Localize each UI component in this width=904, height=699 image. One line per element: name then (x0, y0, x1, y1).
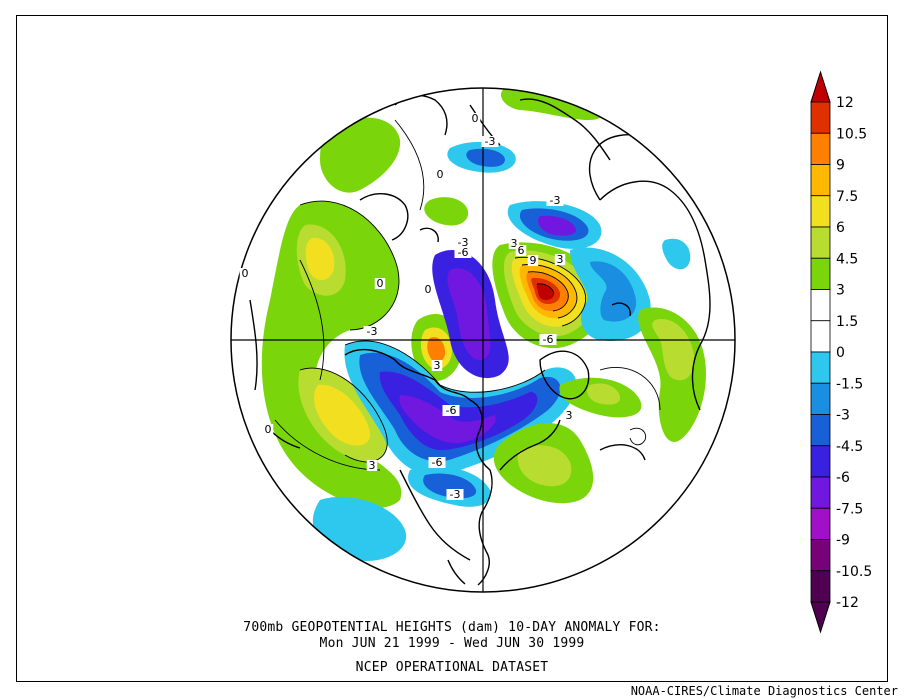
colorbar-swatch (810, 382, 831, 415)
map-title-line1: 700mb GEOPOTENTIAL HEIGHTS (dam) 10-DAY … (243, 620, 661, 635)
contour-label-bg (515, 245, 527, 256)
credit-text: NOAA-CIRES/Climate Diagnostics Center (630, 684, 898, 698)
contour-label: -6 (543, 333, 554, 346)
colorbar-swatch (810, 320, 831, 353)
contour-label: -3 (367, 325, 378, 338)
contour-label: 9 (530, 254, 537, 267)
colorbar-swatch (810, 507, 831, 540)
contour-label-bg (363, 326, 381, 337)
colorbar-label: 7.5 (836, 189, 858, 205)
colorbar-label: 6 (836, 220, 845, 236)
contour-label: 3 (369, 459, 376, 472)
colorbar-swatch (810, 132, 831, 165)
contour-label-bg (454, 237, 472, 248)
plot-frame (16, 15, 888, 682)
contour-label-bg (454, 247, 472, 258)
colorbar-label: -7.5 (836, 501, 863, 517)
contour-label: -3 (450, 488, 461, 501)
contour-label: 3 (557, 253, 564, 266)
contour-label-bg (428, 457, 446, 468)
contour-label-bg (469, 113, 481, 124)
colorbar-swatch (810, 351, 831, 384)
contour-label: 3 (566, 409, 573, 422)
colorbar-label: -12 (836, 595, 859, 611)
contour-label: -6 (446, 404, 457, 417)
map-title-line2: Mon JUN 21 1999 - Wed JUN 30 1999 (319, 636, 585, 651)
colorbar-swatch (810, 289, 831, 322)
contour-label-bg (366, 460, 378, 471)
contour-label-bg (527, 255, 539, 266)
contour-label-bg (442, 405, 460, 416)
colorbar-swatch (810, 539, 831, 572)
contour-label-bg (431, 360, 443, 371)
contour-label-bg (546, 195, 564, 206)
contour-label: -3 (485, 135, 496, 148)
contour-label-bg (239, 268, 251, 279)
colorbar-top-arrow (810, 70, 831, 103)
colorbar-swatch (810, 445, 831, 478)
colorbar-label: 9 (836, 158, 845, 174)
colorbar-swatch (810, 164, 831, 197)
colorbar-swatch (810, 570, 831, 603)
colorbar-bottom-arrow (810, 601, 831, 634)
contour-label: 0 (437, 168, 444, 181)
colorbar-swatch (810, 195, 831, 228)
contour-label-bg (563, 410, 575, 421)
contour-label-bg (434, 169, 446, 180)
contour-label: 0 (377, 277, 384, 290)
contour-label: 6 (518, 244, 525, 257)
dataset-name: NCEP OPERATIONAL DATASET (355, 660, 549, 675)
colorbar-swatch (810, 476, 831, 509)
colorbar-swatch (810, 226, 831, 259)
contour-label-bg (539, 334, 557, 345)
map-boundary (230, 87, 736, 593)
colorbar-label: 1.5 (836, 314, 858, 330)
colorbar-label: -10.5 (836, 564, 872, 580)
contour-label: -3 (458, 236, 469, 249)
colorbar-label: 0 (836, 345, 845, 361)
contour-label: 0 (472, 112, 479, 125)
colorbar-label: -9 (836, 533, 850, 549)
contour-label-bg (374, 278, 386, 289)
contour-label-bg (554, 254, 566, 265)
contour-label: 0 (425, 283, 432, 296)
colorbar-label: -3 (836, 408, 850, 424)
contour-label: 0 (265, 423, 272, 436)
colorbar-label: -1.5 (836, 376, 863, 392)
colorbar-label: -4.5 (836, 439, 863, 455)
colorbar-label: 12 (836, 95, 854, 111)
colorbar-label: -6 (836, 470, 850, 486)
colorbar-swatch (810, 101, 831, 134)
contour-label-bg (422, 284, 434, 295)
colorbar-swatch (810, 414, 831, 447)
contour-label: 3 (434, 359, 441, 372)
anomaly-field (231, 88, 735, 592)
coastlines (249, 94, 711, 586)
contour-label-bg (508, 238, 520, 249)
contour-label: 3 (511, 237, 518, 250)
colorbar-label: 4.5 (836, 251, 858, 267)
contour-label-bg (446, 489, 464, 500)
contour-label: -6 (458, 246, 469, 259)
colorbar-label: 3 (836, 283, 845, 299)
colorbar-label: 10.5 (836, 126, 867, 142)
positive-anomaly-west (261, 201, 402, 508)
colorbar-swatch (810, 257, 831, 290)
contour-label: -6 (432, 456, 443, 469)
contour-label-bg (262, 424, 274, 435)
contour-label: 0 (242, 267, 249, 280)
contour-label: -3 (550, 194, 561, 207)
contour-label-bg (481, 136, 499, 147)
